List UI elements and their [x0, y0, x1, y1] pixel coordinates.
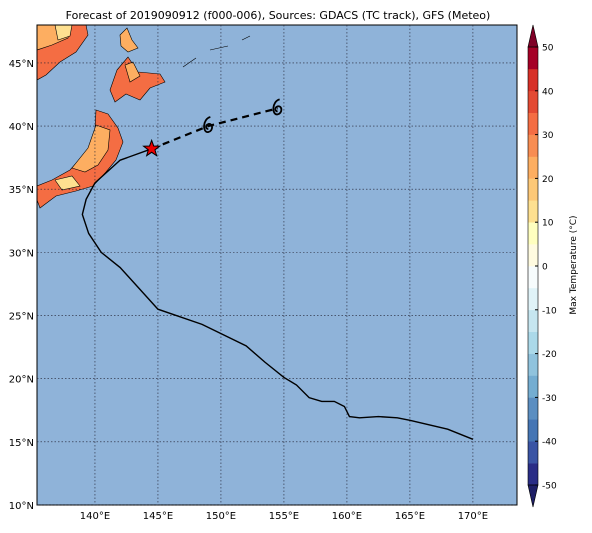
- colorbar-segment: [528, 178, 538, 201]
- colorbar-segment: [528, 156, 538, 179]
- colorbar-segment: [528, 112, 538, 135]
- x-tick-label: 160°E: [332, 511, 362, 522]
- colorbar-tick-label: 10: [542, 219, 554, 229]
- x-tick-label: 150°E: [206, 511, 236, 522]
- colorbar-segment: [528, 419, 538, 442]
- colorbar-segment: [528, 222, 538, 245]
- y-tick-label: 35°N: [9, 185, 34, 196]
- x-tick-label: 170°E: [458, 511, 488, 522]
- colorbar-label: Max Temperature (°C): [569, 215, 579, 314]
- storm-symbol: [272, 98, 283, 116]
- colorbar-extend: [527, 24, 539, 48]
- past-track: [81, 148, 474, 440]
- storm-symbol: [203, 116, 213, 133]
- y-tick-label: 15°N: [9, 438, 34, 449]
- colorbar-segment: [528, 463, 538, 486]
- land: [54, 25, 73, 41]
- y-tick-label: 40°N: [9, 122, 34, 133]
- y-tick-label: 25°N: [9, 312, 34, 323]
- colorbar-segment: [528, 244, 538, 267]
- land: [124, 61, 141, 83]
- forecast-track: [151, 107, 278, 150]
- colorbar-segment: [528, 375, 538, 398]
- colorbar-segment: [528, 353, 538, 376]
- y-tick-label: 45°N: [9, 59, 34, 70]
- colorbar-segment: [528, 331, 538, 354]
- land: [119, 27, 139, 53]
- colorbar-tick-label: 30: [542, 131, 554, 141]
- colorbar-segment: [528, 397, 538, 420]
- colorbar-segment: [528, 266, 538, 289]
- x-tick-label: 140°E: [80, 511, 110, 522]
- x-tick-label: 165°E: [395, 511, 425, 522]
- land: [71, 124, 111, 173]
- colorbar-segment: [528, 134, 538, 157]
- colorbar-segment: [528, 68, 538, 92]
- islands: [182, 35, 251, 68]
- colorbar-segment: [528, 309, 538, 332]
- colorbar-extend: [527, 484, 539, 508]
- y-tick-label: 10°N: [9, 501, 34, 512]
- colorbar-tick-label: -40: [542, 438, 557, 448]
- x-tick-label: 145°E: [143, 511, 173, 522]
- colorbar-segment: [528, 200, 538, 223]
- title: Forecast of 2019090912 (f000-006), Sourc…: [66, 9, 491, 22]
- colorbar-tick-label: 20: [542, 175, 554, 185]
- map-frame: [36, 24, 518, 506]
- colorbar-segment: [528, 47, 538, 70]
- land: [54, 175, 81, 191]
- colorbar-tick-label: -20: [542, 350, 557, 360]
- storm-position: [142, 138, 162, 157]
- colorbar-tick-label: 0: [542, 263, 548, 273]
- colorbar-tick-label: -10: [542, 306, 557, 316]
- colorbar-segment: [528, 90, 538, 113]
- colorbar-segment: [528, 287, 538, 311]
- y-tick-label: 20°N: [9, 375, 34, 386]
- y-tick-label: 30°N: [9, 248, 34, 259]
- colorbar-tick-label: 50: [542, 44, 554, 54]
- colorbar-tick-label: -30: [542, 394, 557, 404]
- ocean: [37, 25, 517, 505]
- colorbar-tick-label: -50: [542, 482, 557, 492]
- colorbar-segment: [528, 441, 538, 464]
- x-tick-label: 155°E: [269, 511, 299, 522]
- colorbar-tick-label: 40: [542, 87, 554, 97]
